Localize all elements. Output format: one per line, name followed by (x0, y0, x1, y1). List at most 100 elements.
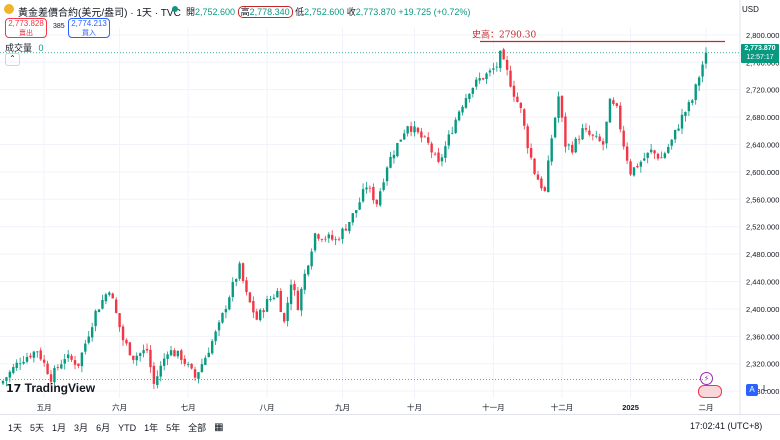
log-scale-button[interactable]: L (763, 384, 768, 393)
candle (632, 167, 636, 177)
candle-body (571, 144, 574, 153)
lightning-event-icon[interactable]: ⚡ (700, 372, 713, 385)
candle (166, 351, 169, 366)
candle-body (560, 95, 564, 118)
range-button-8[interactable]: 全部 (188, 423, 207, 433)
candle (118, 313, 121, 332)
candle-body (372, 186, 375, 201)
candle (392, 150, 396, 164)
candle-body (313, 233, 317, 251)
candle-body (128, 342, 132, 356)
x-tick-label: 二月 (699, 403, 714, 412)
volume-indicator[interactable]: 成交量 0 (5, 41, 44, 54)
candle-body (608, 98, 612, 123)
candle (324, 235, 327, 242)
sell-button[interactable]: 2,773.828 賣出 (5, 18, 47, 38)
candle (1, 380, 5, 385)
candle-body (204, 357, 207, 365)
candle (667, 143, 670, 154)
candle-body (625, 146, 629, 161)
gold-logo-icon (4, 4, 14, 14)
collapse-chevron-icon[interactable]: ⌃ (5, 53, 20, 66)
candle (108, 291, 111, 297)
candle (639, 160, 643, 173)
candle-body (368, 187, 372, 189)
candle-body (691, 100, 694, 103)
candle-body (70, 355, 73, 360)
spread-value: 385 (53, 23, 65, 30)
candle (697, 75, 701, 91)
range-button-0[interactable]: 1天 (8, 423, 23, 433)
candle (303, 269, 306, 295)
candle-body (272, 297, 276, 299)
candle (307, 264, 310, 277)
candle-body (255, 311, 258, 320)
candle (320, 238, 324, 243)
candle-body (684, 112, 687, 116)
candle (49, 370, 53, 386)
candle-body (42, 359, 46, 363)
candle-body (505, 60, 509, 70)
candle (447, 130, 451, 150)
candle-body (186, 363, 190, 365)
auto-scale-button[interactable]: A (746, 384, 758, 396)
candle (73, 355, 77, 370)
candle (437, 147, 440, 164)
candle-body (324, 238, 327, 240)
candle (252, 296, 255, 319)
high-highlight: 高2,778.340 (237, 6, 293, 18)
candle-body (639, 161, 643, 167)
x-axis-ticks: 五月 六月 七月 八月 九月 十月 十一月 十二月 2025 二月 (37, 402, 714, 412)
candle (564, 112, 567, 153)
candle (677, 124, 680, 132)
candle-body (262, 310, 265, 313)
candle-body (228, 297, 231, 310)
candle (591, 133, 595, 141)
candle-body (427, 137, 430, 143)
range-button-1[interactable]: 5天 (30, 423, 45, 433)
clock-display[interactable]: 17:02:41 (UTC+8) (690, 421, 763, 431)
candle (87, 330, 90, 345)
range-button-2[interactable]: 1月 (52, 423, 67, 433)
candle (25, 352, 29, 364)
candle (200, 358, 204, 373)
candle-body (53, 367, 56, 383)
candle-body (430, 143, 433, 153)
candle-body (300, 288, 303, 311)
candle (180, 348, 183, 365)
candle (142, 344, 145, 358)
range-button-7[interactable]: 5年 (166, 423, 181, 433)
candle-body (550, 138, 553, 162)
currency-selector[interactable]: USD (742, 5, 759, 14)
candle-body (656, 153, 660, 159)
candle (574, 136, 577, 154)
candle (475, 77, 478, 90)
candle-body (385, 167, 389, 182)
candle-body (451, 132, 454, 134)
reference-lines (0, 52, 740, 380)
ohlc-readout: 開2,752.600 高2,778.340 低2,752.600 收2,773.… (186, 5, 470, 18)
range-button-3[interactable]: 3月 (74, 423, 89, 433)
candle (245, 277, 248, 296)
symbol-header[interactable]: 黃金差價合約(美元/盎司) · 1天 · TVC (18, 8, 181, 19)
candle (413, 121, 416, 137)
range-button-6[interactable]: 1年 (144, 423, 159, 433)
candle (519, 102, 523, 114)
candle (313, 232, 317, 253)
candle (224, 305, 228, 319)
candle (276, 287, 279, 298)
range-button-4[interactable]: 6月 (96, 423, 111, 433)
us-flag-event-icon[interactable] (698, 385, 722, 398)
candle (317, 233, 320, 241)
candle (217, 319, 221, 337)
range-button-5[interactable]: YTD (118, 422, 137, 433)
candle (18, 357, 22, 370)
candle (296, 286, 300, 311)
candle (70, 353, 73, 362)
calendar-icon[interactable]: ▦ (214, 422, 224, 433)
candle-body (440, 157, 444, 162)
candle (663, 151, 667, 159)
buy-button[interactable]: 2,774.213 買入 (68, 18, 110, 38)
candle-body (653, 150, 656, 154)
